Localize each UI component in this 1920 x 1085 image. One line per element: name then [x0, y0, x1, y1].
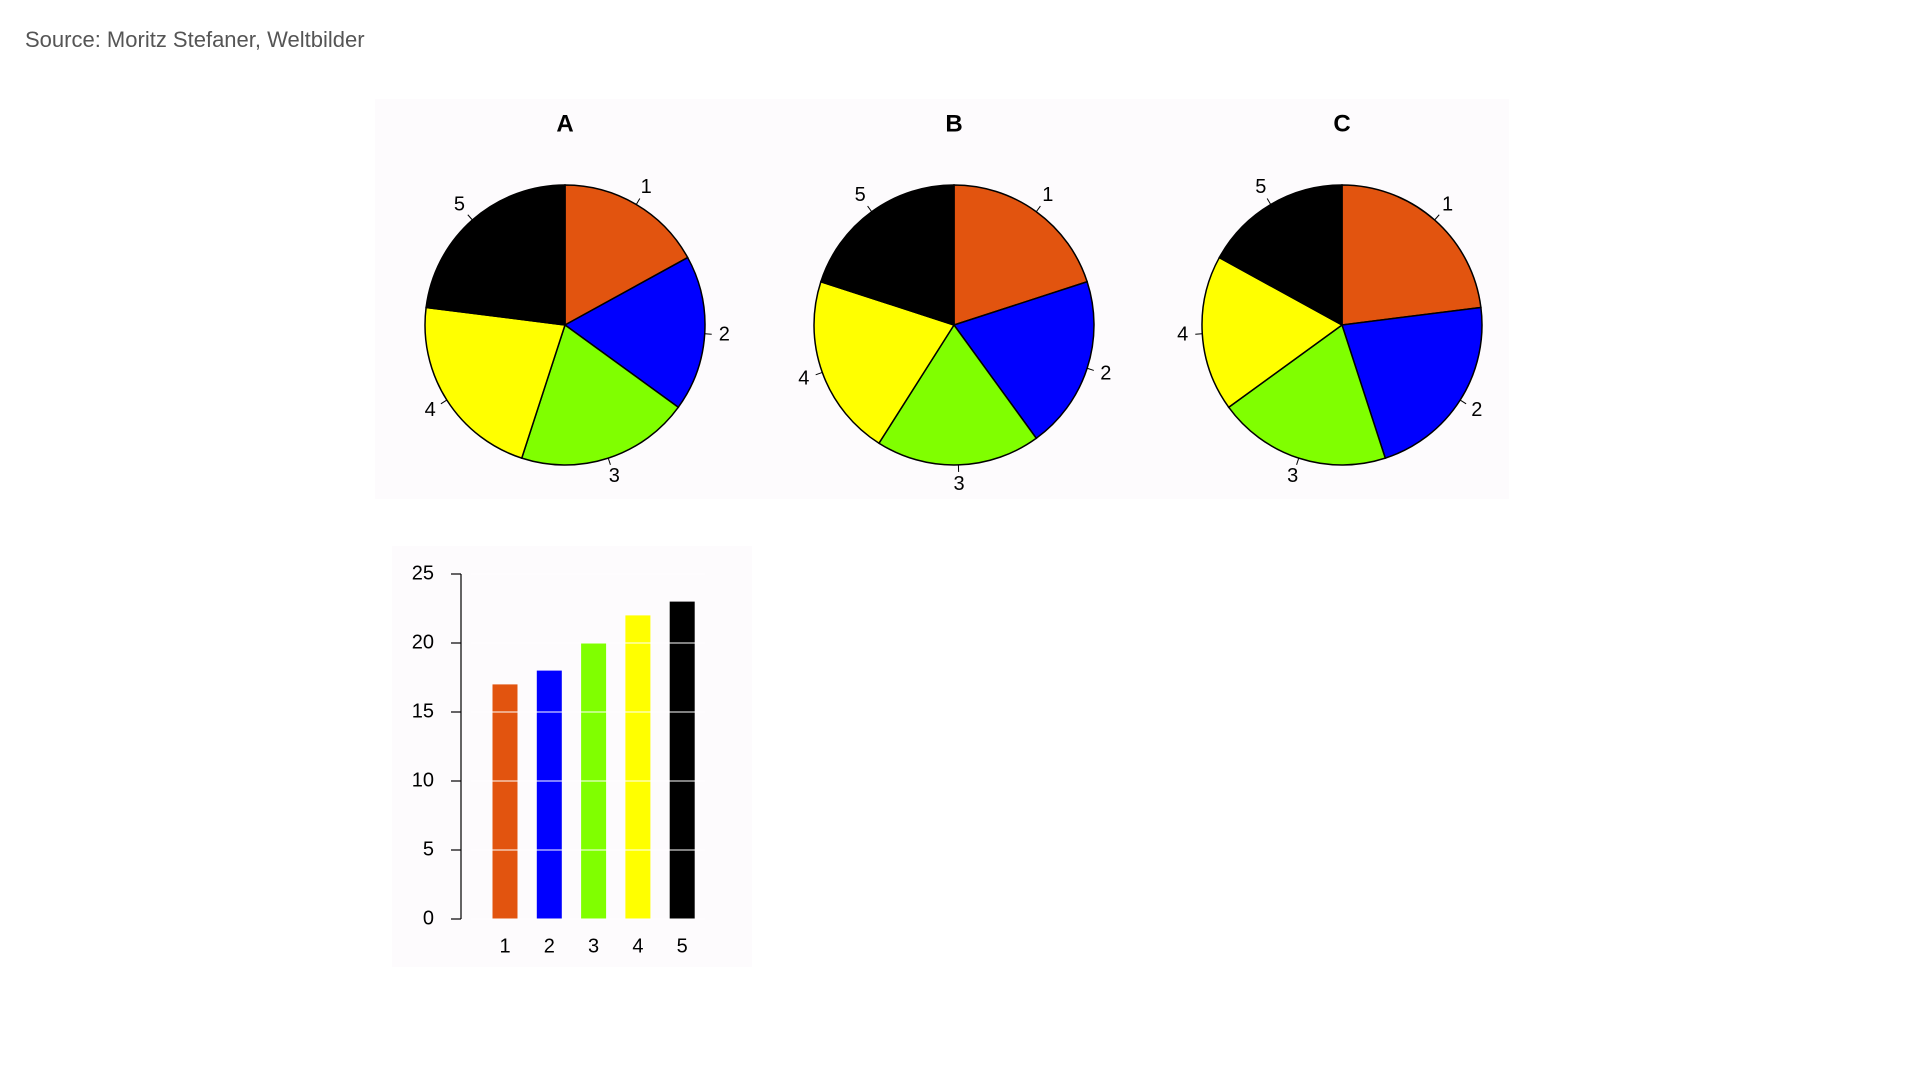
pie-title: B [945, 110, 962, 137]
y-tick-label: 20 [412, 631, 434, 653]
x-tick-label: 1 [499, 935, 510, 957]
slice-label: 5 [855, 184, 866, 206]
pie-title: A [556, 110, 573, 137]
slice-label: 2 [1471, 399, 1482, 421]
x-tick-label: 5 [677, 935, 688, 957]
slice-label: 1 [1442, 194, 1453, 216]
y-tick-label: 15 [412, 700, 434, 722]
slice-label: 3 [609, 465, 620, 487]
x-tick-label: 3 [588, 935, 599, 957]
slice-label: 4 [1177, 323, 1188, 345]
y-tick-label: 0 [423, 907, 434, 929]
slice-label: 2 [1100, 363, 1111, 385]
slice-label: 4 [798, 367, 809, 389]
y-tick-label: 10 [412, 769, 434, 791]
slice-label: 1 [641, 176, 652, 198]
x-tick-label: 4 [632, 935, 643, 957]
bar [670, 602, 695, 919]
slice-label: 3 [953, 473, 964, 495]
slice-label: 5 [1255, 176, 1266, 198]
slice-label: 5 [454, 194, 465, 216]
bar [493, 684, 518, 919]
bar [537, 671, 562, 919]
source-note: Source: Moritz Stefaner, Weltbilder [25, 27, 365, 52]
slice-label: 1 [1042, 184, 1053, 206]
slice-label: 4 [425, 399, 436, 421]
x-tick-label: 2 [544, 935, 555, 957]
pie-title: C [1333, 110, 1350, 137]
y-tick-label: 5 [423, 838, 434, 860]
slice-label: 2 [719, 323, 730, 345]
bar-panel [392, 546, 752, 967]
bar [625, 615, 650, 919]
y-tick-label: 25 [412, 562, 434, 584]
slice-label: 3 [1287, 465, 1298, 487]
